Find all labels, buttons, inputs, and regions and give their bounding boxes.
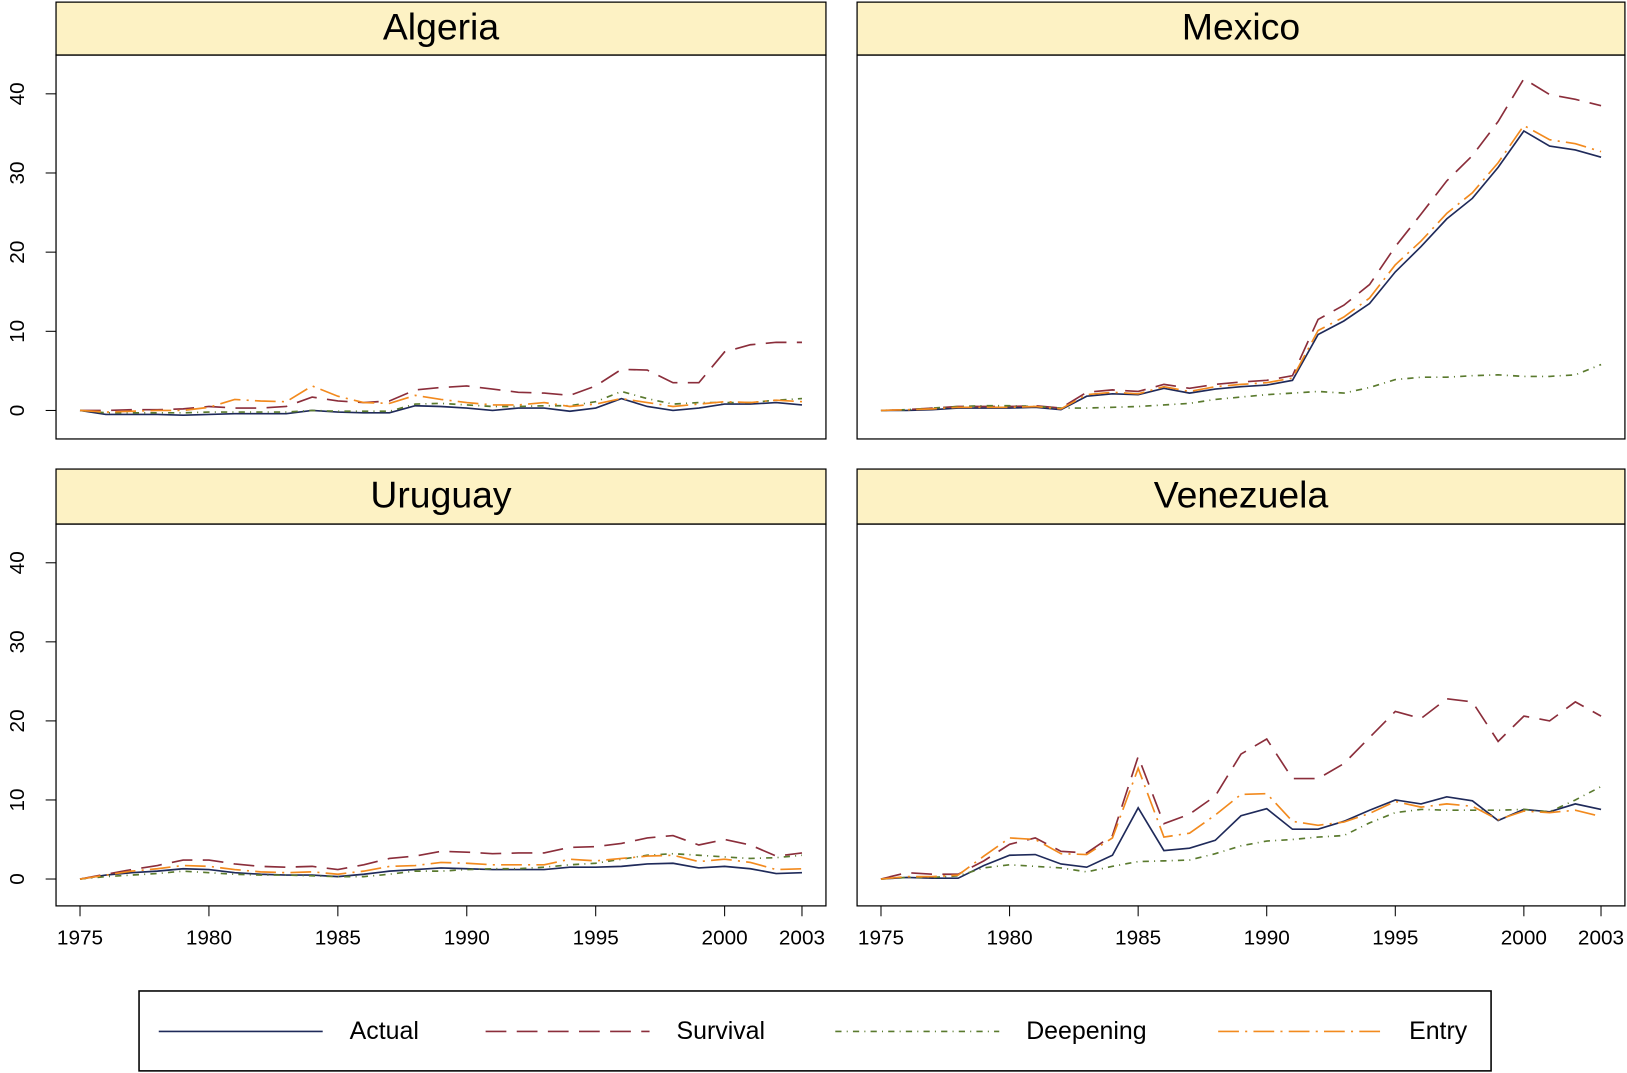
x-tick-label: 2003 bbox=[779, 927, 825, 950]
series-line bbox=[79, 385, 803, 413]
series-line bbox=[880, 129, 1602, 412]
plot-area bbox=[55, 523, 827, 907]
plot-area bbox=[55, 54, 827, 440]
series-line bbox=[880, 795, 1602, 880]
x-tick-label: 1980 bbox=[186, 927, 232, 950]
x-tick-label: 1995 bbox=[1372, 927, 1418, 950]
x-tick-label: 1990 bbox=[444, 927, 490, 950]
x-tick-label: 1985 bbox=[1115, 927, 1161, 950]
x-tick-label: 1985 bbox=[315, 927, 361, 950]
x-tick-label: 2000 bbox=[702, 927, 748, 950]
legend-label: Entry bbox=[1409, 1017, 1468, 1045]
y-tick-label: 0 bbox=[6, 405, 29, 417]
series-line bbox=[79, 852, 803, 880]
x-tick-label: 1995 bbox=[573, 927, 619, 950]
y-tick-label: 0 bbox=[6, 873, 29, 885]
y-tick-label: 10 bbox=[6, 788, 29, 811]
panel-header bbox=[856, 1, 1626, 56]
y-tick-label: 20 bbox=[6, 241, 29, 264]
x-tick-label: 1990 bbox=[1244, 927, 1290, 950]
series-line bbox=[880, 785, 1602, 880]
panel-title: Venezuela bbox=[1154, 473, 1329, 515]
x-tick-label: 2003 bbox=[1578, 927, 1624, 950]
legend-label: Deepening bbox=[1026, 1017, 1146, 1045]
x-tick-label: 1975 bbox=[57, 927, 103, 950]
series-line bbox=[79, 862, 803, 880]
x-tick-label: 1980 bbox=[986, 927, 1032, 950]
x-tick-label: 1975 bbox=[858, 927, 904, 950]
x-tick-label: 2000 bbox=[1501, 927, 1547, 950]
series-line bbox=[880, 765, 1602, 880]
y-tick-label: 30 bbox=[6, 630, 29, 653]
y-tick-label: 40 bbox=[6, 82, 29, 105]
series-line bbox=[880, 77, 1602, 412]
plot-area bbox=[856, 523, 1626, 907]
series-line bbox=[880, 697, 1602, 880]
series-line bbox=[880, 124, 1602, 412]
legend-label: Actual bbox=[350, 1017, 419, 1045]
series-line bbox=[79, 834, 803, 880]
y-tick-label: 40 bbox=[6, 551, 29, 574]
plot-area bbox=[856, 54, 1626, 440]
legend-label: Survival bbox=[677, 1017, 766, 1045]
panel-title: Mexico bbox=[1182, 5, 1300, 47]
series-line bbox=[79, 854, 803, 880]
series-line bbox=[79, 397, 803, 417]
series-line bbox=[880, 363, 1602, 412]
panel-title: Uruguay bbox=[370, 473, 511, 515]
y-tick-label: 10 bbox=[6, 320, 29, 343]
panel-title: Algeria bbox=[383, 5, 499, 47]
y-tick-label: 20 bbox=[6, 709, 29, 732]
legend-box bbox=[138, 990, 1492, 1072]
y-tick-label: 30 bbox=[6, 161, 29, 184]
panel-header bbox=[55, 1, 827, 56]
